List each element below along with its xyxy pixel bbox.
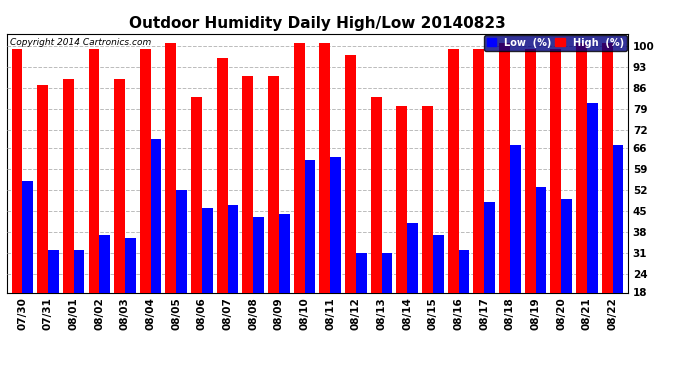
Bar: [459, 251, 469, 346]
Bar: [294, 43, 304, 346]
Bar: [242, 76, 253, 346]
Bar: [499, 43, 510, 346]
Bar: [551, 49, 561, 346]
Bar: [202, 208, 213, 346]
Bar: [253, 217, 264, 346]
Bar: [74, 251, 84, 346]
Bar: [228, 205, 238, 346]
Bar: [535, 187, 546, 346]
Bar: [561, 199, 572, 346]
Bar: [576, 43, 586, 346]
Bar: [484, 202, 495, 346]
Bar: [140, 49, 150, 346]
Bar: [382, 254, 393, 346]
Bar: [304, 160, 315, 346]
Bar: [319, 43, 331, 346]
Bar: [510, 145, 521, 346]
Bar: [279, 214, 290, 346]
Bar: [397, 106, 407, 346]
Bar: [345, 55, 356, 346]
Title: Outdoor Humidity Daily High/Low 20140823: Outdoor Humidity Daily High/Low 20140823: [129, 16, 506, 31]
Bar: [524, 49, 535, 346]
Bar: [602, 43, 613, 346]
Bar: [371, 97, 382, 346]
Bar: [586, 103, 598, 346]
Bar: [217, 58, 228, 346]
Bar: [37, 85, 48, 346]
Bar: [448, 49, 459, 346]
Bar: [12, 49, 22, 346]
Bar: [407, 223, 418, 346]
Bar: [176, 190, 187, 346]
Bar: [268, 76, 279, 346]
Bar: [150, 139, 161, 346]
Bar: [88, 49, 99, 346]
Text: Copyright 2014 Cartronics.com: Copyright 2014 Cartronics.com: [10, 38, 151, 46]
Bar: [422, 106, 433, 346]
Bar: [433, 236, 444, 346]
Bar: [166, 43, 176, 346]
Bar: [331, 157, 341, 347]
Bar: [22, 181, 33, 346]
Bar: [613, 145, 623, 346]
Bar: [125, 238, 136, 346]
Bar: [114, 79, 125, 347]
Bar: [191, 97, 202, 346]
Bar: [99, 236, 110, 346]
Bar: [473, 49, 484, 346]
Bar: [356, 254, 366, 346]
Bar: [63, 79, 74, 347]
Bar: [48, 251, 59, 346]
Legend: Low  (%), High  (%): Low (%), High (%): [484, 35, 627, 51]
